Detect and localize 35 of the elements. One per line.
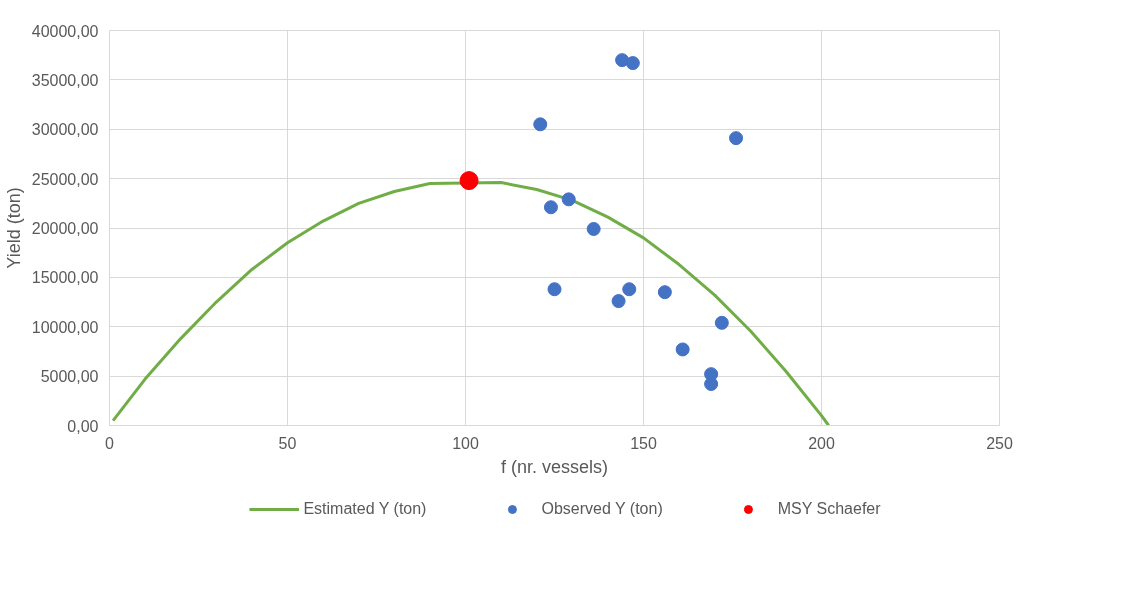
y-tick-label: 15000,00 — [31, 269, 99, 287]
y-tick-label: 30000,00 — [31, 121, 99, 139]
point — [622, 282, 637, 297]
point — [675, 342, 690, 357]
x-tick-label: 200 — [808, 434, 835, 452]
point — [561, 192, 576, 207]
legend-label: Estimated Y (ton) — [303, 500, 427, 518]
point — [547, 282, 562, 297]
x-tick-label: 150 — [630, 434, 657, 452]
point — [704, 377, 719, 392]
x-tick-label: 250 — [986, 434, 1013, 452]
point — [543, 200, 558, 215]
legend-label: MSY Schaefer — [777, 500, 881, 518]
line-series — [111, 181, 831, 426]
point — [533, 117, 548, 132]
legend-label: Observed Y (ton) — [541, 500, 663, 518]
point — [611, 294, 626, 309]
x-tick-label: 100 — [452, 434, 479, 452]
point — [657, 285, 672, 300]
y-tick-label: 0,00 — [67, 417, 99, 435]
x-tick-label: 0 — [105, 434, 115, 452]
point — [714, 315, 729, 330]
y-tick-label: 5000,00 — [40, 368, 99, 386]
x-tick-label: 50 — [278, 434, 297, 452]
point — [459, 171, 479, 191]
y-tick-label: 35000,00 — [31, 71, 99, 89]
y-tick-label: 10000,00 — [31, 318, 99, 336]
point — [729, 131, 744, 146]
x-axis-title: f (nr. vessels) — [500, 456, 609, 477]
y-axis-title: Yield (ton) — [3, 187, 24, 269]
point — [625, 56, 640, 71]
point — [586, 222, 601, 236]
y-tick-label: 25000,00 — [31, 170, 99, 188]
y-tick-label: 40000,00 — [31, 22, 99, 40]
y-tick-label: 20000,00 — [31, 220, 99, 237]
